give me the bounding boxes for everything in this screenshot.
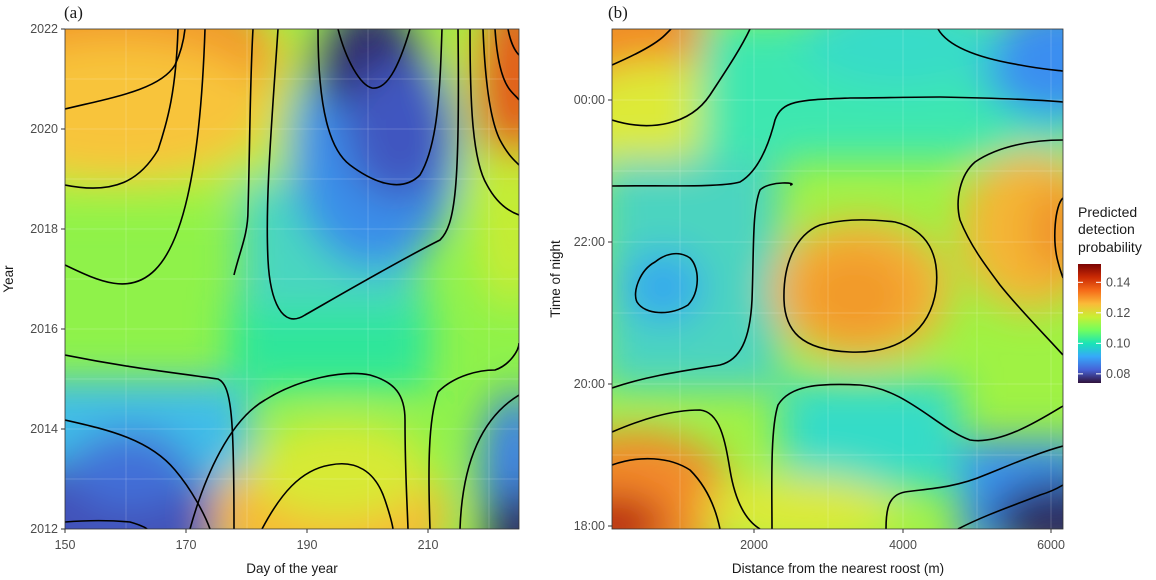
colorbar-ticks: 0.14 0.12 0.10 0.08 <box>1078 275 1130 381</box>
colorbar-legend: Predicted detection probability 0.14 0.12… <box>1078 204 1142 383</box>
panel-a-contours <box>65 29 519 529</box>
colorbar <box>1078 264 1101 383</box>
panel-b: (b) <box>548 3 1065 576</box>
x-tick-label: 210 <box>418 538 439 552</box>
panel-b-frame <box>611 28 1064 530</box>
panel-a-frame <box>64 28 520 530</box>
panel-b-field <box>612 29 1063 529</box>
panel-a-heatmap <box>65 29 519 529</box>
panel-a-label: (a) <box>64 3 83 22</box>
colorbar-tick-label: 0.12 <box>1106 306 1130 320</box>
colorbar-tick-label: 0.08 <box>1106 367 1130 381</box>
panel-a: (a) <box>1 3 520 576</box>
panel-b-gridlines <box>612 29 1063 529</box>
legend-title-line: probability <box>1078 239 1142 255</box>
panel-b-x-axis-title: Distance from the nearest roost (m) <box>732 561 944 576</box>
x-tick-label: 6000 <box>1037 538 1065 552</box>
y-tick-label: 2012 <box>30 522 58 536</box>
y-tick-label: 20:00 <box>574 377 605 391</box>
y-tick-label: 00:00 <box>574 93 605 107</box>
x-tick-label: 2000 <box>740 538 768 552</box>
x-tick-label: 150 <box>55 538 76 552</box>
panel-b-y-axis: 18:00 20:00 22:00 00:00 Time of night <box>548 93 612 533</box>
x-tick-label: 170 <box>176 538 197 552</box>
legend-title-line: Predicted <box>1078 204 1137 220</box>
panel-b-label: (b) <box>608 3 628 22</box>
y-tick-label: 18:00 <box>574 519 605 533</box>
x-tick-label: 4000 <box>889 538 917 552</box>
panel-a-y-axis-title: Year <box>1 265 16 293</box>
panel-b-contours <box>612 29 1063 529</box>
y-tick-label: 2022 <box>30 22 58 36</box>
x-tick-label: 190 <box>297 538 318 552</box>
legend-title-line: detection <box>1078 221 1135 237</box>
panel-b-heatmap <box>612 29 1063 529</box>
panel-b-x-axis: 2000 4000 6000 Distance from the nearest… <box>732 529 1065 576</box>
y-tick-label: 2016 <box>30 322 58 336</box>
panel-a-x-axis-title: Day of the year <box>246 561 338 576</box>
panel-a-field <box>65 29 519 529</box>
y-tick-label: 2020 <box>30 122 58 136</box>
y-tick-label: 2018 <box>30 222 58 236</box>
y-tick-label: 22:00 <box>574 235 605 249</box>
panel-a-gridlines <box>65 29 519 529</box>
panel-b-y-axis-title: Time of night <box>548 240 563 318</box>
y-tick-label: 2014 <box>30 422 58 436</box>
panel-a-x-axis: 150 170 190 210 Day of the year <box>55 529 439 576</box>
colorbar-tick-label: 0.14 <box>1106 275 1130 289</box>
panel-a-y-axis: 2012 2014 2016 2018 2020 2022 Year <box>1 22 65 536</box>
colorbar-tick-label: 0.10 <box>1106 336 1130 350</box>
